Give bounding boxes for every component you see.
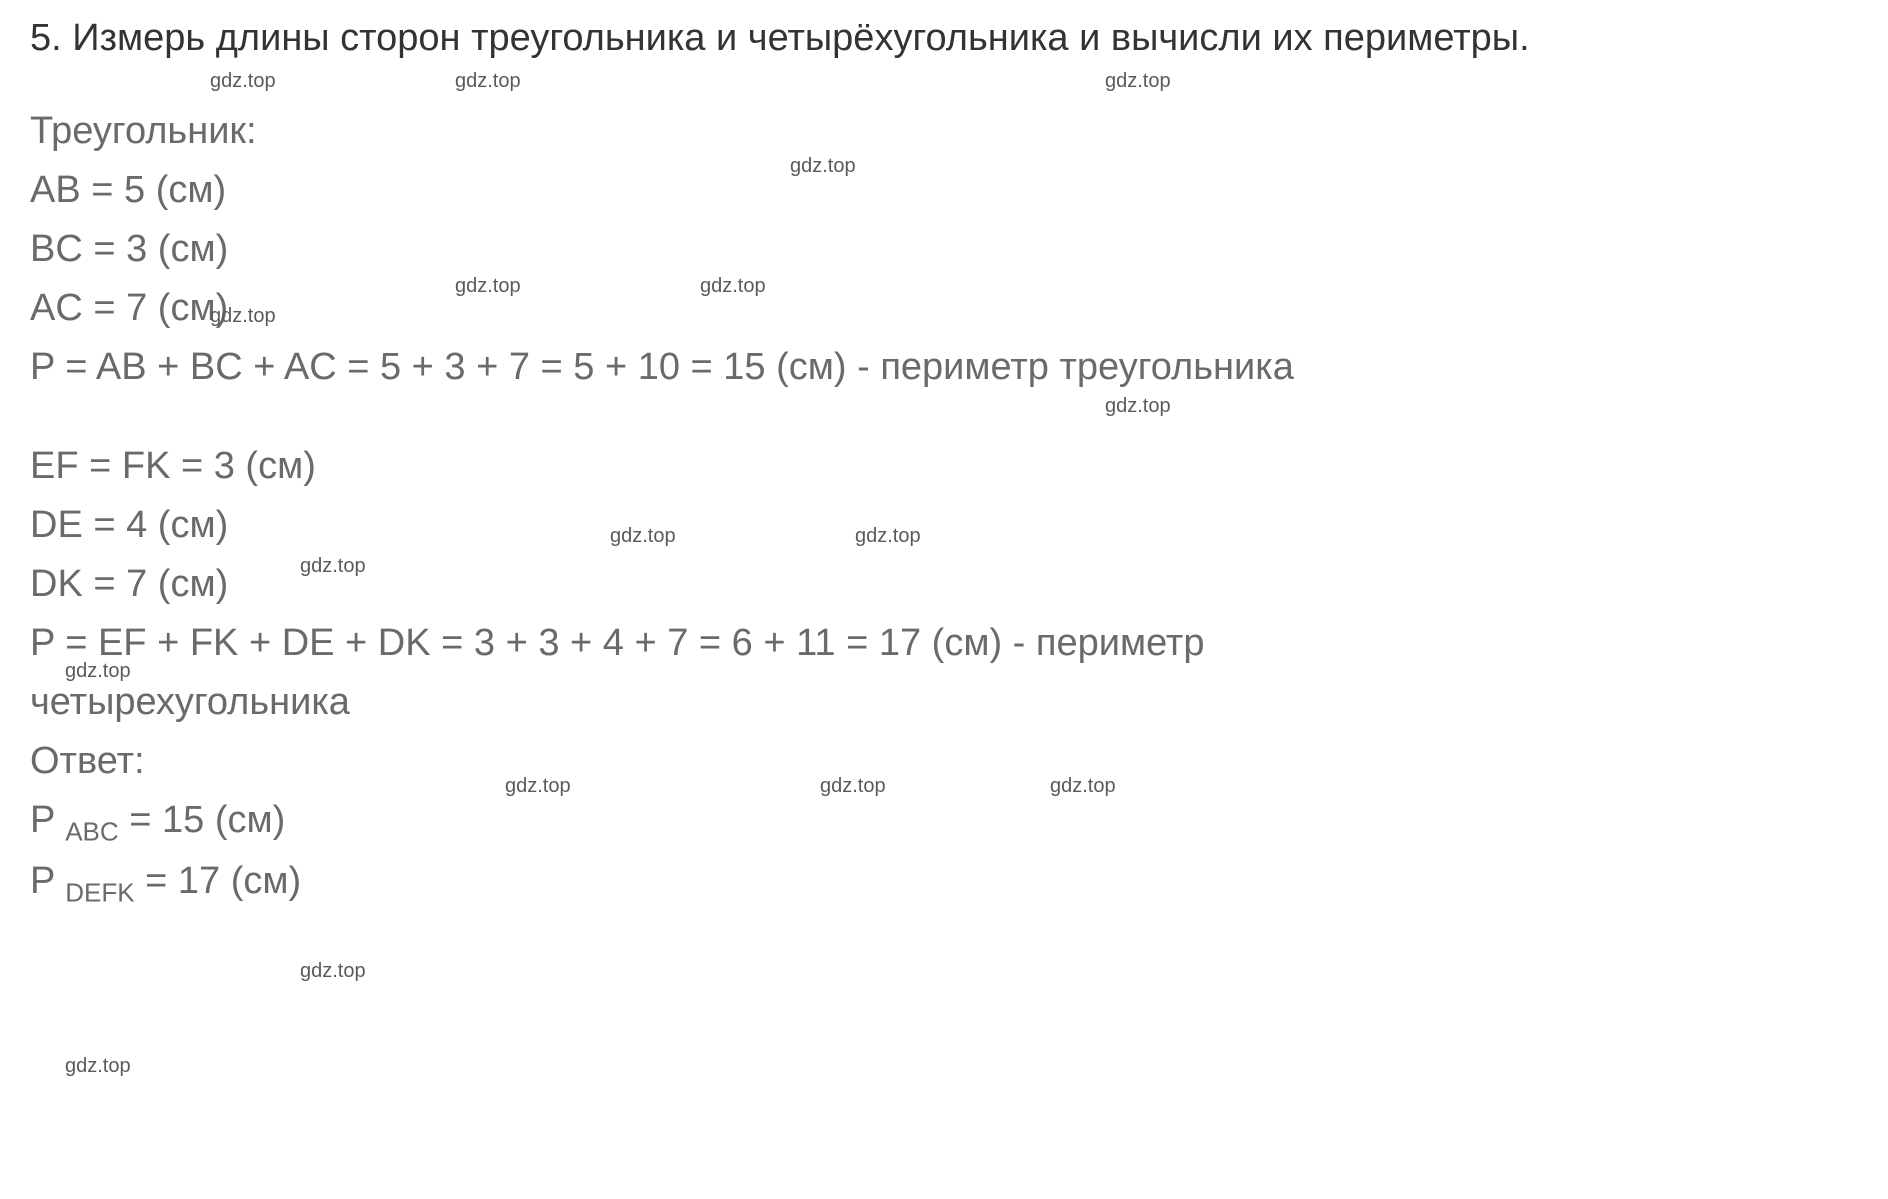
p-sub-defk: DEFK	[65, 878, 134, 908]
perimeter-quad-1: P = EF + FK + DE + DK = 3 + 3 + 4 + 7 = …	[30, 615, 1858, 672]
problem-number: 5.	[30, 17, 62, 59]
perimeter-triangle: P = AB + BC + AC = 5 + 3 + 7 = 5 + 10 = …	[30, 339, 1858, 396]
line-ac: AC = 7 (см)	[30, 280, 1858, 337]
watermark: gdz.top	[455, 70, 521, 93]
p-prefix: P	[30, 860, 65, 902]
watermark: gdz.top	[65, 1055, 131, 1078]
answer-p-defk: P DEFK = 17 (см)	[30, 853, 1858, 913]
watermark: gdz.top	[210, 70, 276, 93]
watermark: gdz.top	[300, 960, 366, 983]
p-prefix: P	[30, 799, 65, 841]
line-de: DE = 4 (см)	[30, 497, 1858, 554]
line-dk: DK = 7 (см)	[30, 556, 1858, 613]
line-ab: AB = 5 (см)	[30, 162, 1858, 219]
answer-p-abc: P ABC = 15 (см)	[30, 792, 1858, 852]
problem-text: Измерь длины сторон треугольника и четыр…	[72, 17, 1529, 59]
solution-block: Треугольник: AB = 5 (см) BC = 3 (см) AC …	[30, 103, 1858, 913]
gap	[30, 398, 1858, 438]
line-bc: BC = 3 (см)	[30, 221, 1858, 278]
triangle-header: Треугольник:	[30, 103, 1858, 160]
answer-header: Ответ:	[30, 733, 1858, 790]
p-suffix: = 15 (см)	[119, 799, 286, 841]
problem-statement: 5. Измерь длины сторон треугольника и че…	[30, 15, 1858, 63]
watermark: gdz.top	[1105, 70, 1171, 93]
p-suffix: = 17 (см)	[135, 860, 302, 902]
line-ef-fk: EF = FK = 3 (см)	[30, 438, 1858, 495]
perimeter-quad-2: четырехугольника	[30, 674, 1858, 731]
p-sub-abc: ABC	[65, 816, 118, 846]
